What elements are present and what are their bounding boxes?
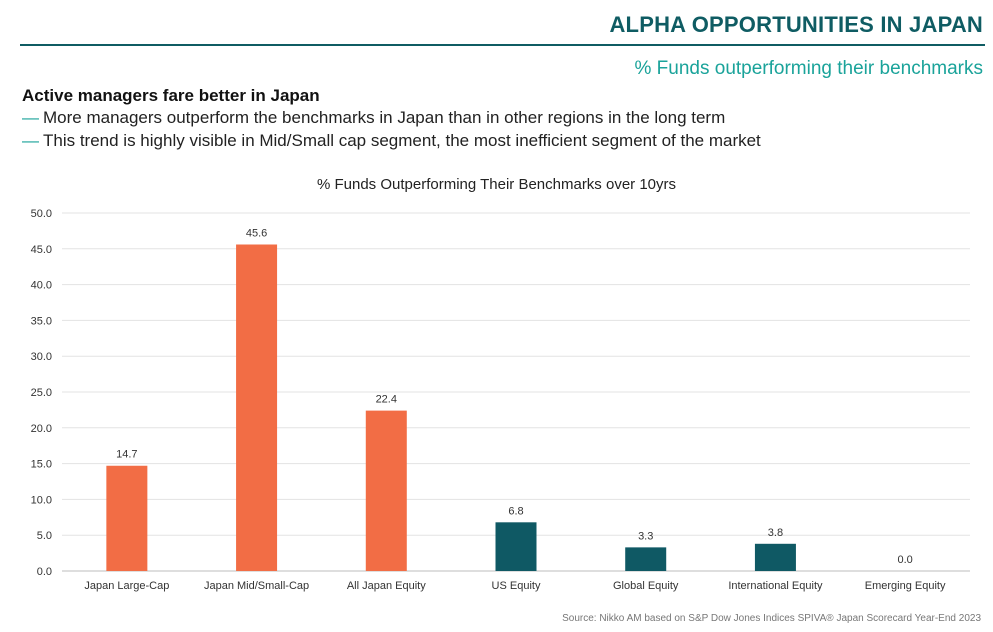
- x-tick-label: Japan Mid/Small-Cap: [204, 580, 309, 592]
- bar: [625, 547, 667, 571]
- source-note: Source: Nikko AM based on S&P Dow Jones …: [562, 613, 981, 624]
- y-tick-label: 30.0: [31, 351, 52, 363]
- y-tick-label: 25.0: [31, 387, 52, 399]
- chart-title: % Funds Outperforming Their Benchmarks o…: [316, 176, 677, 193]
- page-title: ALPHA OPPORTUNITIES IN JAPAN: [609, 12, 983, 37]
- y-tick-label: 5.0: [37, 530, 52, 542]
- summary-heading: Active managers fare better in Japan: [22, 86, 320, 105]
- data-label: 22.4: [376, 394, 397, 406]
- page-subtitle: % Funds outperforming their benchmarks: [634, 58, 984, 79]
- bar: [365, 410, 407, 571]
- y-tick-label: 35.0: [31, 315, 52, 327]
- y-tick-label: 10.0: [31, 494, 52, 506]
- y-tick-label: 40.0: [31, 280, 52, 292]
- x-tick-label: Emerging Equity: [865, 580, 946, 592]
- bar: [236, 244, 278, 571]
- data-label: 0.0: [897, 554, 912, 566]
- x-tick-label: All Japan Equity: [347, 580, 426, 592]
- dash-icon: —: [22, 131, 39, 150]
- x-tick-label: Japan Large-Cap: [84, 580, 169, 592]
- x-tick-label: Global Equity: [613, 580, 679, 592]
- data-label: 3.8: [768, 527, 783, 539]
- summary-bullet-text: This trend is highly visible in Mid/Smal…: [43, 131, 761, 150]
- data-label: 3.3: [638, 530, 653, 542]
- bar: [754, 543, 796, 571]
- summary-bullet-text: More managers outperform the benchmarks …: [43, 108, 726, 127]
- y-tick-label: 15.0: [31, 459, 52, 471]
- dash-icon: —: [22, 108, 39, 127]
- y-tick-label: 0.0: [37, 566, 52, 578]
- bar: [106, 465, 148, 571]
- summary-bullet-2: — This trend is highly visible in Mid/Sma…: [22, 131, 761, 151]
- title-divider: [20, 44, 985, 46]
- data-label: 14.7: [116, 449, 137, 461]
- y-tick-label: 45.0: [31, 244, 52, 256]
- data-label: 6.8: [508, 505, 523, 517]
- bar: [495, 522, 537, 571]
- summary-bullet-1: — More managers outperform the benchmarks…: [22, 108, 725, 128]
- y-tick-label: 50.0: [31, 208, 52, 220]
- x-tick-label: International Equity: [728, 580, 823, 592]
- x-tick-label: US Equity: [492, 580, 541, 592]
- data-label: 45.6: [246, 228, 267, 240]
- y-tick-label: 20.0: [31, 423, 52, 435]
